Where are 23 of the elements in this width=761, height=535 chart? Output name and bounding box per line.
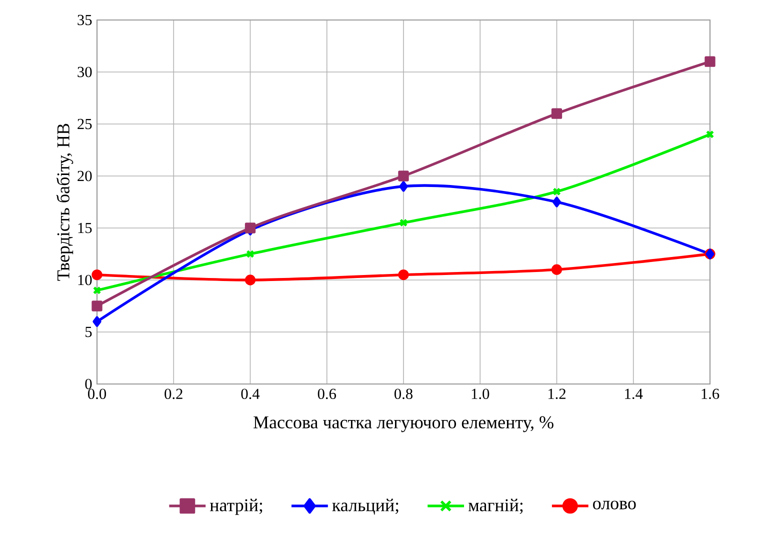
x-tick-label: 0.0: [88, 388, 106, 400]
y-tick-label: 30: [78, 66, 92, 78]
x-tick-label: 1.4: [625, 388, 643, 400]
y-tick-label: 5: [86, 326, 92, 338]
legend-label: магній;: [468, 498, 523, 514]
y-tick-label: 0: [85, 378, 92, 390]
legend-label: олово: [593, 500, 636, 510]
x-tick-label: 1.2: [548, 388, 566, 400]
x-tick-label: 0.2: [164, 388, 182, 400]
y-tick-label: 25: [78, 118, 92, 130]
legend-label: натрій;: [210, 498, 262, 515]
y-tick-label: 10: [78, 274, 92, 286]
y-tick-label: 20: [78, 170, 92, 182]
x-tick-label: 1.6: [702, 388, 720, 400]
x-axis-title: Массова частка легуючого елементу, %: [254, 416, 554, 432]
x-tick-label: 0.6: [318, 388, 336, 400]
y-tick-label: 15: [78, 222, 92, 234]
x-tick-label: 1.0: [472, 388, 490, 400]
y-axis-title: Твердість бабіту, HB: [56, 124, 74, 281]
y-tick-label: 35: [78, 14, 92, 26]
x-tick-label: 0.8: [394, 388, 413, 400]
legend-label: кальций;: [332, 498, 398, 515]
x-tick-label: 0.4: [241, 388, 260, 400]
